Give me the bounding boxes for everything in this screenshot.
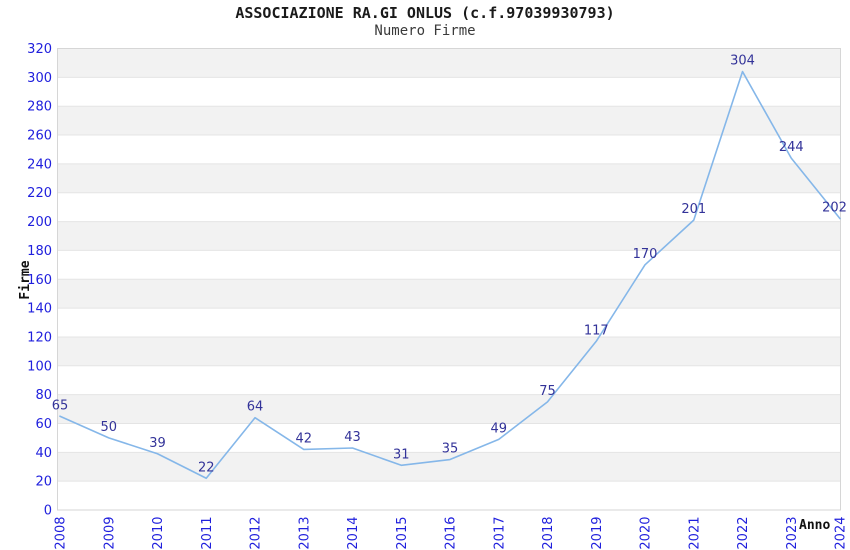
series-line [59,70,841,480]
y-band [57,336,841,366]
chart-title: ASSOCIAZIONE RA.GI ONLUS (c.f.9703993079… [235,4,615,22]
x-tick-label: 2015 [395,517,410,550]
chart-subtitle: Numero Firme [374,23,476,39]
data-point-label: 49 [490,421,507,436]
x-tick-label: 2009 [102,517,117,550]
y-tick-label: 220 [27,186,52,201]
data-point-label: 50 [100,420,117,435]
y-band [57,106,841,136]
y-tick-label: 20 [35,475,52,490]
x-tick-label: 2018 [541,517,556,550]
y-tick-label: 180 [27,244,52,259]
x-axis-title: Anno [799,518,831,533]
y-tick-label: 140 [27,302,52,317]
data-point-label: 117 [584,323,609,338]
data-point-label: 35 [442,442,459,457]
data-point-label: 42 [295,431,312,446]
y-tick-label: 0 [44,504,52,519]
data-point-label: 22 [198,460,215,475]
data-point-label: 31 [393,447,410,462]
data-point-label: 43 [344,430,361,445]
x-tick-label: 2016 [444,517,459,550]
data-point-label: 201 [681,202,706,217]
y-band [57,394,841,424]
y-tick-label: 240 [27,157,52,172]
x-tick-label: 2021 [687,517,702,550]
x-tick-label: 2014 [346,517,361,550]
data-point-label: 39 [149,436,166,451]
x-tick-label: 2019 [590,517,605,550]
x-tick-label: 2017 [492,517,507,550]
y-tick-label: 300 [27,71,52,86]
y-band [57,279,841,309]
y-tick-label: 120 [27,330,52,345]
x-tick-label: 2010 [151,517,166,550]
x-tick-label: 2023 [785,517,800,550]
y-band [57,221,841,251]
y-tick-label: 160 [27,273,52,288]
x-tick-label: 2013 [297,517,312,550]
y-tick-label: 60 [35,417,52,432]
y-tick-label: 320 [27,42,52,57]
y-tick-label: 200 [27,215,52,230]
y-tick-label: 100 [27,359,52,374]
x-tick-label: 2022 [736,517,751,550]
plot-border [57,48,841,511]
x-tick-label: 2020 [639,517,654,550]
y-tick-label: 40 [35,446,52,461]
y-tick-label: 80 [35,388,52,403]
x-tick-label: 2011 [200,517,215,550]
y-band [57,452,841,482]
data-point-label: 170 [633,247,658,262]
data-point-label: 65 [52,398,69,413]
y-band [57,48,841,78]
y-tick-label: 260 [27,129,52,144]
data-point-label: 304 [730,54,755,69]
data-point-label: 75 [539,384,556,399]
x-tick-label: 2012 [249,517,264,550]
y-band [57,163,841,193]
x-tick-label: 2008 [54,517,69,550]
data-point-label: 244 [779,140,804,155]
data-point-label: 64 [247,400,264,415]
y-tick-label: 280 [27,100,52,115]
x-tick-label: 2024 [834,517,849,550]
data-point-label: 202 [822,201,847,216]
